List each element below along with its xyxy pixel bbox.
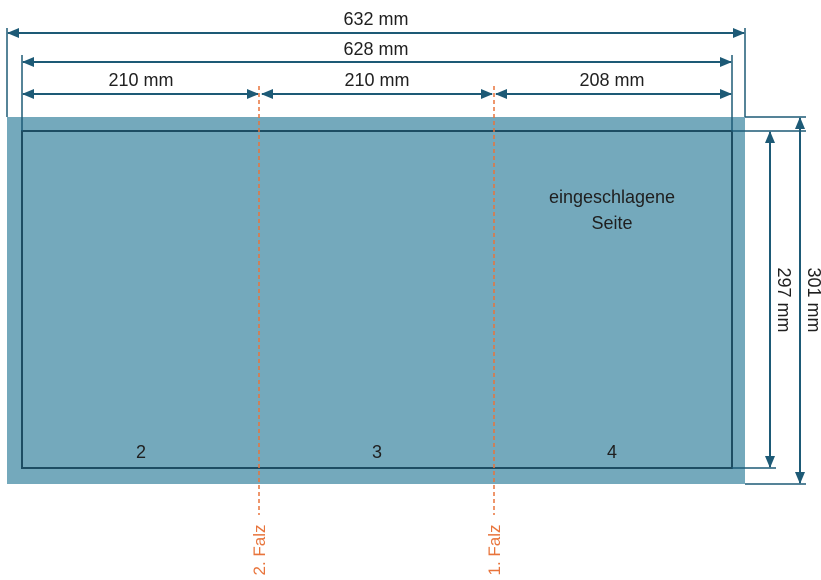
fold-label-first: 1. Falz xyxy=(485,524,504,575)
annotation-line-1: eingeschlagene xyxy=(549,187,675,207)
dimension-trim-width: 628 mm xyxy=(343,39,408,59)
sheet-bleed-area xyxy=(7,117,745,484)
fold-label-second: 2. Falz xyxy=(250,524,269,575)
panel-number-3: 3 xyxy=(372,442,382,462)
annotation-line-2: Seite xyxy=(591,213,632,233)
panel-number-2: 2 xyxy=(136,442,146,462)
dimension-total-height: 301 mm xyxy=(804,267,821,332)
dimension-panel-middle: 210 mm xyxy=(344,70,409,90)
dimension-panel-left: 210 mm xyxy=(108,70,173,90)
dimension-total-width: 632 mm xyxy=(343,9,408,29)
sheet-trim-outline xyxy=(21,130,733,469)
dimension-trim-height: 297 mm xyxy=(774,267,794,332)
panel-number-4: 4 xyxy=(607,442,617,462)
dimension-panel-right: 208 mm xyxy=(579,70,644,90)
